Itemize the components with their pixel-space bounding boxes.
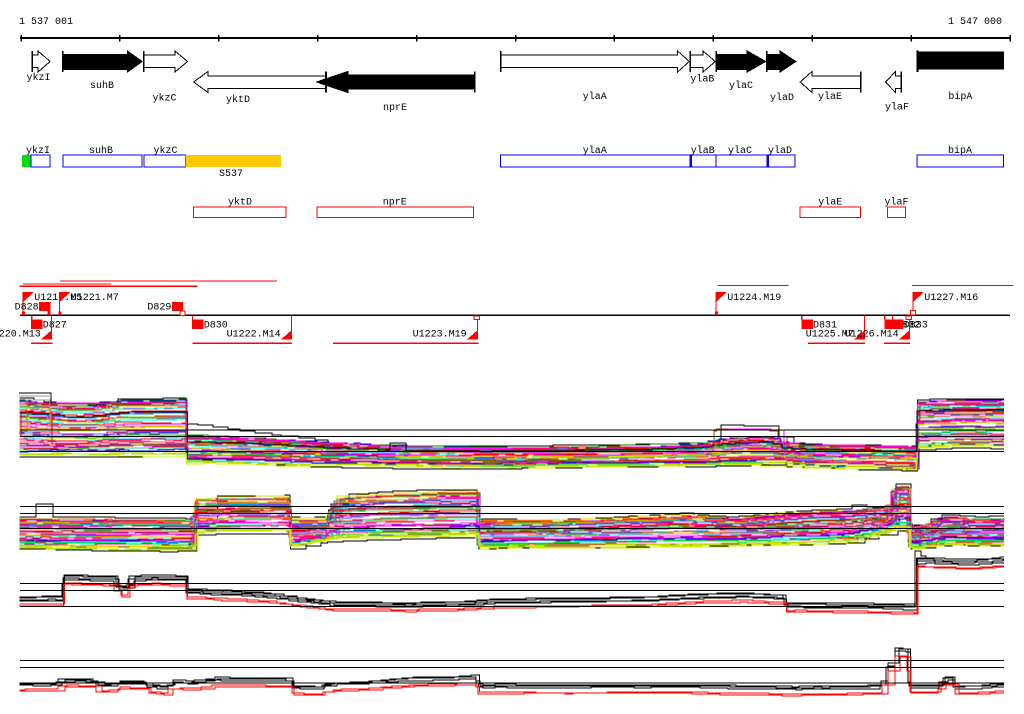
svg-text:U1220.M13: U1220.M13 <box>0 330 41 341</box>
svg-text:D827: D827 <box>43 321 67 332</box>
svg-text:D828: D828 <box>15 302 39 313</box>
svg-text:D832: D832 <box>896 321 920 332</box>
svg-text:ylaD: ylaD <box>770 92 794 104</box>
svg-text:D830: D830 <box>204 321 228 332</box>
svg-text:ykzI: ykzI <box>26 72 50 84</box>
svg-text:ylaF: ylaF <box>884 196 908 208</box>
svg-text:1 547 000: 1 547 000 <box>948 17 1002 28</box>
svg-text:D829: D829 <box>147 302 171 313</box>
svg-text:ykzC: ykzC <box>152 93 176 105</box>
svg-text:ylaC: ylaC <box>729 80 753 92</box>
svg-text:D833: D833 <box>904 321 928 332</box>
svg-text:ykzI: ykzI <box>26 145 50 157</box>
svg-text:bipA: bipA <box>948 145 972 157</box>
svg-text:U1219.M5: U1219.M5 <box>34 293 82 304</box>
svg-text:nprE: nprE <box>383 103 407 114</box>
svg-text:yktD: yktD <box>226 94 250 106</box>
svg-text:suhB: suhB <box>90 80 114 92</box>
svg-text:ylaA: ylaA <box>583 145 607 157</box>
svg-text:U1225.M7: U1225.M7 <box>806 330 854 341</box>
svg-text:ylaB: ylaB <box>690 74 714 86</box>
svg-text:U1224.M19: U1224.M19 <box>727 293 781 304</box>
svg-text:D831: D831 <box>813 321 837 332</box>
svg-text:yktD: yktD <box>228 196 252 208</box>
svg-text:U1221.M7: U1221.M7 <box>71 293 119 304</box>
svg-text:ylaD: ylaD <box>768 145 792 157</box>
svg-text:U1222.M14: U1222.M14 <box>227 330 281 341</box>
svg-text:1 537 001: 1 537 001 <box>19 17 73 28</box>
svg-text:ylaF: ylaF <box>885 101 909 113</box>
svg-text:bipA: bipA <box>948 91 972 103</box>
svg-text:ylaC: ylaC <box>728 145 752 157</box>
svg-text:nprE: nprE <box>383 197 407 208</box>
svg-text:ylaE: ylaE <box>818 91 842 103</box>
svg-text:S537: S537 <box>219 169 243 180</box>
svg-text:ylaB: ylaB <box>691 145 715 157</box>
svg-text:U1227.M16: U1227.M16 <box>924 293 978 304</box>
svg-text:ylaA: ylaA <box>583 91 607 103</box>
svg-text:ylaE: ylaE <box>818 196 842 208</box>
svg-text:ykzC: ykzC <box>153 145 177 157</box>
svg-text:U1226.M14: U1226.M14 <box>845 330 899 341</box>
svg-text:U1223.M19: U1223.M19 <box>413 330 467 341</box>
svg-text:suhB: suhB <box>89 145 113 157</box>
